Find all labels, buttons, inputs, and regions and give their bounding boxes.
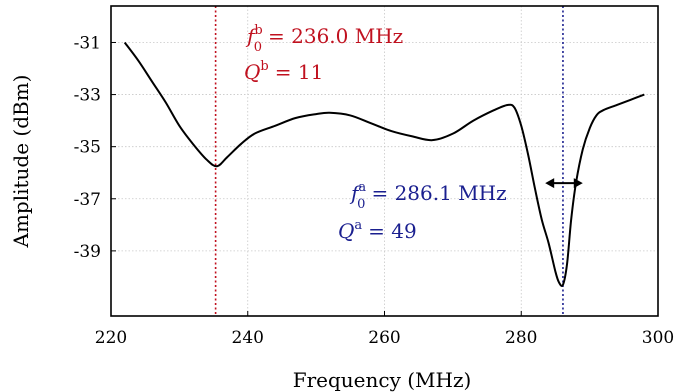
x-tick-label: 240 (232, 328, 264, 348)
x-tick-label: 260 (368, 328, 400, 348)
x-tick-label: 300 (642, 328, 674, 348)
annotation-a-sub: 0 (357, 197, 365, 212)
y-axis-title: Amplitude (dBm) (9, 75, 33, 249)
annotation-b-q-value: = 11 (275, 60, 324, 84)
y-axis-ticks: -31 -33 -35 -37 -39 (74, 33, 116, 262)
x-axis-title: Frequency (MHz) (293, 368, 472, 392)
annotation-a-q: Qa = 49 (338, 218, 417, 243)
annotation-b-frequency: fb 0 = 236.0 MHz (245, 23, 403, 55)
annotation-a-frequency: fa 0 = 286.1 MHz (349, 180, 507, 212)
bandwidth-arrow-head-right (573, 178, 583, 189)
annotation-a-sup: a (358, 180, 366, 195)
y-tick-label: -31 (74, 33, 101, 53)
x-tick-label: 220 (95, 328, 127, 348)
annotation-b-q-symbol: Q (244, 60, 260, 84)
annotation-b-sub: 0 (254, 40, 262, 55)
y-tick-label: -33 (74, 86, 101, 106)
bandwidth-arrow (545, 178, 583, 189)
annotation-a-f-value: = 286.1 MHz (371, 181, 506, 205)
y-tick-label: -39 (74, 242, 101, 262)
bandwidth-arrow-head-left (545, 178, 555, 189)
annotation-a-q-value: = 49 (368, 219, 417, 243)
annotation-b-q: Qb = 11 (244, 59, 323, 84)
y-tick-label: -35 (74, 138, 101, 158)
annotation-b-f-value: = 236.0 MHz (268, 24, 403, 48)
x-tick-label: 280 (505, 328, 537, 348)
x-axis-ticks: 220 240 260 280 300 (95, 311, 674, 348)
resonance-markers (214, 6, 564, 316)
annotation-b-q-sup: b (260, 59, 268, 74)
annotation-a-q-sup: a (354, 218, 362, 233)
annotation-b-sup: b (254, 23, 262, 38)
annotation-a-q-symbol: Q (338, 219, 354, 243)
y-tick-label: -37 (74, 190, 101, 210)
